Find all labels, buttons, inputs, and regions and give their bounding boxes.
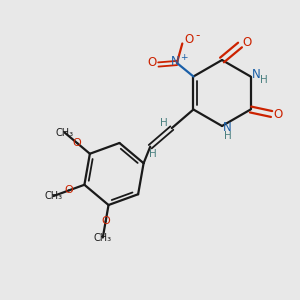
Text: O: O — [242, 35, 251, 49]
Text: N: N — [252, 68, 260, 81]
Text: CH₃: CH₃ — [44, 191, 62, 201]
Text: H: H — [260, 75, 268, 85]
Text: O: O — [274, 107, 283, 121]
Text: -: - — [195, 28, 200, 42]
Text: CH₃: CH₃ — [94, 232, 112, 242]
Text: H: H — [149, 149, 157, 159]
Text: O: O — [184, 33, 194, 46]
Text: H: H — [160, 118, 167, 128]
Text: O: O — [73, 138, 82, 148]
Text: O: O — [101, 216, 110, 226]
Text: +: + — [180, 53, 187, 62]
Text: O: O — [147, 56, 156, 70]
Text: H: H — [224, 131, 231, 142]
Text: O: O — [64, 185, 73, 195]
Text: N: N — [171, 55, 180, 68]
Text: N: N — [223, 121, 232, 134]
Text: CH₃: CH₃ — [56, 128, 74, 137]
